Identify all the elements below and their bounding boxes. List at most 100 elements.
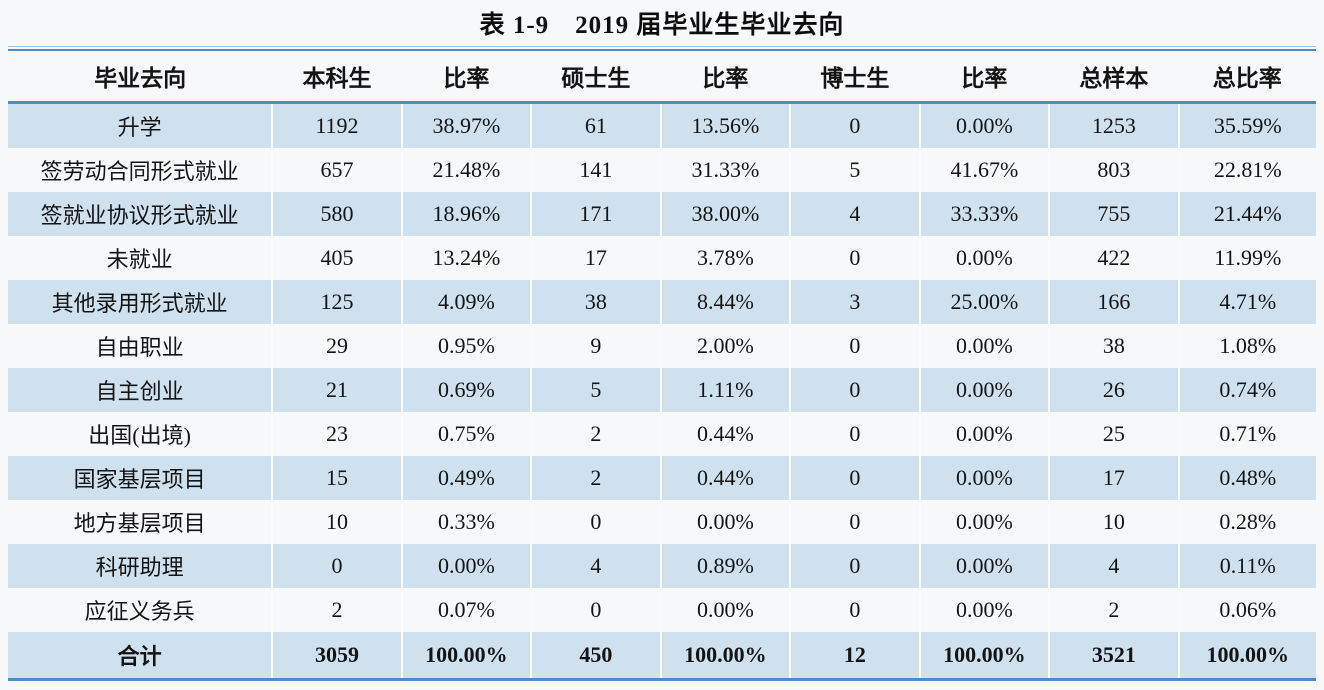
table-row: 出国(出境) 23 0.75% 2 0.44% 0 0.00% 25 0.71%: [8, 412, 1316, 456]
cell-value: 1253: [1049, 102, 1180, 148]
cell-value: 0.11%: [1219, 553, 1276, 578]
cell-value: 0: [790, 544, 921, 588]
cell-value: 0.74%: [1219, 377, 1277, 402]
cell-value: 26: [1049, 368, 1180, 412]
row-label: 科研助理: [8, 544, 274, 588]
cell-value: 3: [790, 280, 921, 324]
cell-value: 29: [272, 324, 403, 368]
cell-value: 35.59%: [1213, 113, 1282, 138]
column-header: 总比率: [1178, 51, 1316, 104]
cell-value: 3.78%: [660, 236, 792, 280]
table-row: 地方基层项目 10 0.33% 0 0.00% 0 0.00% 10 0.28%: [8, 500, 1316, 544]
row-label: 国家基层项目: [8, 456, 274, 500]
cell-value: 0.44%: [660, 456, 792, 500]
table-row: 未就业 405 13.24% 17 3.78% 0 0.00% 422 11.99%: [8, 236, 1316, 280]
cell-value: 4: [790, 192, 921, 236]
row-label: 未就业: [8, 236, 274, 280]
cell-value: 15: [272, 456, 403, 500]
cell-value: 0.07%: [401, 588, 533, 632]
total-row-label: 合计: [8, 632, 274, 680]
column-header: 比率: [919, 51, 1050, 104]
header-row: 毕业去向 本科生 比率 硕士生 比率 博士生 比率 总样本 总比率: [8, 51, 1316, 104]
table-row: 自由职业 29 0.95% 9 2.00% 0 0.00% 38 1.08%: [8, 324, 1316, 368]
cell-value: 125: [272, 280, 403, 324]
table-row: 升学 1192 38.97% 61 13.56% 0 0.00% 1253 35.59%: [8, 102, 1316, 148]
row-label: 自主创业: [8, 368, 274, 412]
total-cell-value: 12: [790, 632, 921, 680]
table-body: 升学 1192 38.97% 61 13.56% 0 0.00% 1253 35.59% 签劳动合…: [8, 102, 1316, 632]
cell-value: 1192: [272, 102, 403, 148]
cell-value: 405: [272, 236, 403, 280]
cell-value: 0: [531, 588, 662, 632]
cell-value: 10: [272, 500, 403, 544]
column-header: 比率: [401, 51, 532, 104]
cell-value: 21.44%: [1213, 201, 1282, 226]
table-row: 自主创业 21 0.69% 5 1.11% 0 0.00% 26 0.74%: [8, 368, 1316, 412]
cell-value: 38: [1049, 324, 1180, 368]
cell-value: 33.33%: [919, 192, 1051, 236]
table-caption: 表 1-9 2019 届毕业生毕业去向: [479, 12, 845, 39]
total-row: 合计 3059 100.00% 450 100.00% 12 100.00% 3521 100.…: [8, 632, 1316, 680]
cell-value: 0.00%: [919, 102, 1051, 148]
cell-value: 0.00%: [919, 412, 1051, 456]
table-row: 应征义务兵 2 0.07% 0 0.00% 0 0.00% 2 0.06%: [8, 588, 1316, 632]
row-label: 其他录用形式就业: [8, 280, 274, 324]
cell-value: 4: [1049, 544, 1180, 588]
cell-value: 21: [272, 368, 403, 412]
row-label: 应征义务兵: [8, 588, 274, 632]
cell-value: 1.08%: [1219, 333, 1277, 358]
total-cell-value: 100.00%: [919, 632, 1051, 680]
cell-value: 1.11%: [660, 368, 792, 412]
cell-value: 9: [531, 324, 662, 368]
cell-value: 0.00%: [919, 500, 1051, 544]
cell-value: 17: [1049, 456, 1180, 500]
cell-value: 0.95%: [401, 324, 533, 368]
cell-value: 0.49%: [401, 456, 533, 500]
graduate-destination-table: 毕业去向 本科生 比率 硕士生 比率 博士生 比率 总样本 总比率 升学 1192 38.97% 61…: [8, 51, 1316, 681]
cell-value: 657: [272, 148, 403, 192]
row-label: 签劳动合同形式就业: [8, 148, 274, 192]
cell-value: 0.00%: [919, 588, 1051, 632]
cell-value: 0: [790, 368, 921, 412]
cell-value: 0.44%: [660, 412, 792, 456]
cell-value: 2.00%: [660, 324, 792, 368]
column-header: 本科生: [272, 51, 402, 104]
cell-value: 31.33%: [660, 148, 792, 192]
cell-value: 0: [790, 324, 921, 368]
cell-value: 5: [790, 148, 921, 192]
cell-value: 0.00%: [919, 236, 1051, 280]
table-row: 签就业协议形式就业 580 18.96% 171 38.00% 4 33.33% 755 21.…: [8, 192, 1316, 236]
cell-value: 0.89%: [660, 544, 792, 588]
cell-value: 0.48%: [1219, 465, 1277, 490]
cell-value: 2: [531, 456, 662, 500]
row-label: 升学: [8, 102, 274, 148]
cell-value: 0: [790, 588, 921, 632]
cell-value: 13.56%: [660, 102, 792, 148]
cell-value: 0: [790, 236, 921, 280]
cell-value: 0.75%: [401, 412, 533, 456]
cell-value: 38.97%: [401, 102, 533, 148]
table-row: 其他录用形式就业 125 4.09% 38 8.44% 3 25.00% 166 4.71%: [8, 280, 1316, 324]
cell-value: 141: [531, 148, 662, 192]
cell-value: 17: [531, 236, 662, 280]
cell-value: 0: [790, 102, 921, 148]
cell-value: 8.44%: [660, 280, 792, 324]
column-header: 硕士生: [531, 51, 661, 104]
cell-value: 25.00%: [919, 280, 1051, 324]
cell-value: 11.99%: [1214, 245, 1282, 270]
table-row: 国家基层项目 15 0.49% 2 0.44% 0 0.00% 17 0.48%: [8, 456, 1316, 500]
cell-value: 0.00%: [919, 324, 1051, 368]
total-cell-value: 100.00%: [1206, 642, 1290, 667]
cell-value: 0.00%: [919, 456, 1051, 500]
cell-value: 10: [1049, 500, 1180, 544]
table-row: 科研助理 0 0.00% 4 0.89% 0 0.00% 4 0.11%: [8, 544, 1316, 588]
cell-value: 166: [1049, 280, 1180, 324]
column-header-label: 毕业去向: [8, 51, 273, 104]
column-header: 总样本: [1049, 51, 1179, 104]
cell-value: 13.24%: [401, 236, 533, 280]
cell-value: 0.33%: [401, 500, 533, 544]
cell-value: 0.00%: [660, 588, 792, 632]
cell-value: 4.71%: [1219, 289, 1277, 314]
row-label: 地方基层项目: [8, 500, 274, 544]
table-top-rule: [8, 46, 1316, 51]
